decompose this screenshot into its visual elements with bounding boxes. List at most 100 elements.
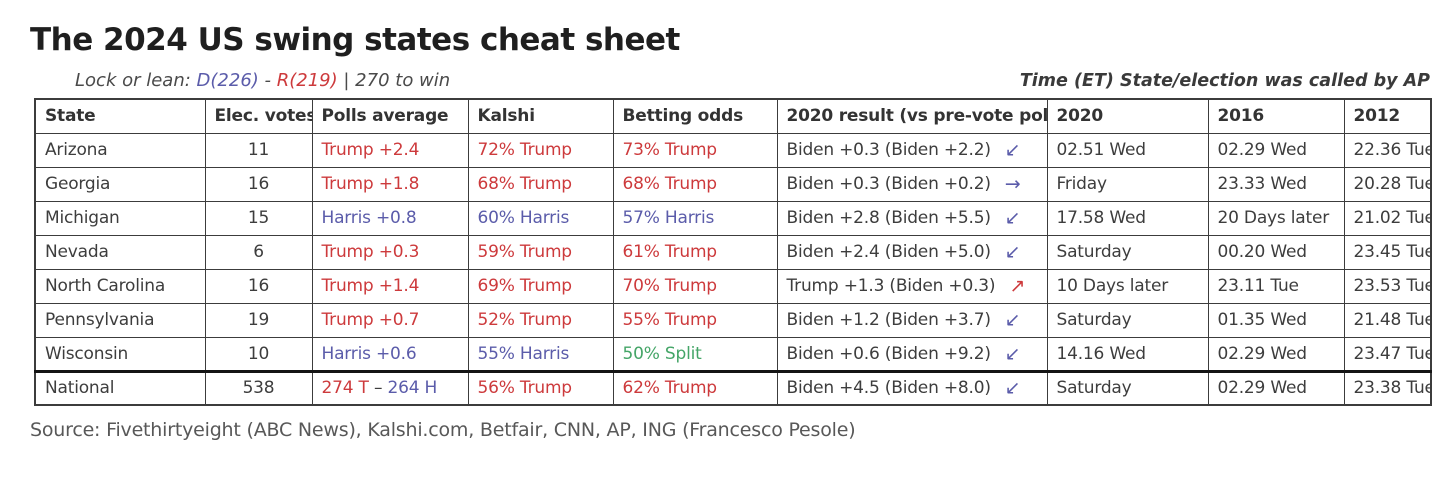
electoral-votes-cell-text: 16: [247, 174, 270, 194]
electoral-votes-cell: 6: [204, 234, 313, 270]
polls-average-cell-text: 274 T: [321, 378, 369, 399]
state-cell-text: Georgia: [45, 174, 111, 194]
table-row: Nevada 6 Trump +0.3 59% Trump 61% Trump Biden…: [34, 234, 1432, 270]
result-2020-cell: Biden +2.8 (Biden +5.5) ↙: [776, 200, 1048, 236]
time-called-note: Time (ET) State/election was called by A…: [1019, 71, 1430, 91]
betting-odds-cell-text: 70% Trump: [622, 276, 718, 296]
called-2020-cell-text: Friday: [1056, 174, 1108, 194]
betting-odds-cell-text: 55% Trump: [622, 310, 718, 330]
called-2020-cell: 17.58 Wed: [1046, 200, 1209, 236]
betting-odds-cell-text: 61% Trump: [622, 242, 718, 262]
down-left-arrow-icon: ↙: [1004, 377, 1021, 400]
lock-or-lean-line: Lock or lean: D(226) - R(219) | 270 to w…: [75, 70, 450, 91]
down-left-arrow-icon: ↙: [1004, 241, 1021, 263]
state-cell-text: National: [45, 378, 115, 399]
called-2016-cell: 00.20 Wed: [1207, 234, 1345, 270]
called-2020-cell: 14.16 Wed: [1046, 336, 1209, 372]
result-2020-cell-text: Biden +2.8 (Biden +5.5): [786, 208, 991, 228]
betting-odds-cell: 70% Trump: [612, 268, 778, 304]
called-2020-cell-text: Saturday: [1056, 310, 1132, 330]
result-2020-cell: Trump +1.3 (Biden +0.3) ↗: [776, 268, 1048, 304]
polls-average-cell: Trump +1.8: [311, 166, 469, 202]
kalshi-cell: 69% Trump: [467, 268, 614, 304]
betting-odds-cell-text: 57% Harris: [622, 208, 715, 228]
called-2012-cell-text: 23.38 Tue: [1353, 378, 1431, 399]
called-2016-cell-text: 02.29 Wed: [1217, 343, 1308, 364]
betting-odds-cell: 62% Trump: [612, 369, 778, 406]
called-2020-cell: 02.51 Wed: [1046, 132, 1209, 168]
betting-odds-cell-text: 50% Split: [622, 343, 702, 364]
result-2020-cell-text: Biden +1.2 (Biden +3.7): [786, 310, 991, 330]
polls-average-cell: Trump +1.4: [311, 268, 469, 304]
polls-average-cell: Trump +2.4: [311, 132, 469, 168]
polls-average-cell-text: Trump +1.8: [321, 174, 420, 194]
polls-average-cell: 274 T – 264 H: [311, 369, 469, 406]
polls-average-cell: Harris +0.6: [311, 336, 469, 372]
called-2020-cell: Saturday: [1046, 369, 1209, 406]
called-2012-cell: 23.45 Tue: [1343, 234, 1432, 270]
polls-average-cell-text: Harris +0.8: [321, 208, 417, 228]
column-header: 2020 result (vs pre-vote polls): [776, 98, 1048, 134]
state-cell: Michigan: [34, 200, 206, 236]
called-2012-cell-text: 23.47 Tue: [1353, 343, 1431, 364]
polls-average-cell: Harris +0.8: [311, 200, 469, 236]
betting-odds-cell: 61% Trump: [612, 234, 778, 270]
kalshi-cell-text: 69% Trump: [477, 276, 573, 296]
electoral-votes-cell: 19: [204, 302, 313, 338]
table-row: Pennsylvania 19 Trump +0.7 52% Trump 55% Tru…: [34, 302, 1432, 338]
electoral-votes-cell: 16: [204, 166, 313, 202]
called-2012-cell: 21.48 Tue: [1343, 302, 1432, 338]
called-2020-cell-text: Saturday: [1056, 242, 1132, 262]
down-left-arrow-icon: ↙: [1004, 342, 1021, 365]
kalshi-cell: 60% Harris: [467, 200, 614, 236]
electoral-votes-cell-text: 15: [247, 208, 270, 228]
kalshi-cell-text: 59% Trump: [477, 242, 573, 262]
state-cell: Nevada: [34, 234, 206, 270]
page-title: The 2024 US swing states cheat sheet: [30, 22, 680, 58]
state-cell-text: Nevada: [45, 242, 109, 262]
polls-average-cell-text: Trump +0.7: [321, 310, 420, 330]
electoral-votes-cell-text: 538: [242, 378, 275, 399]
table-row: Wisconsin 10 Harris +0.6 55% Harris 50% Spli…: [34, 336, 1432, 372]
betting-odds-cell: 50% Split: [612, 336, 778, 372]
state-cell-text: Wisconsin: [45, 343, 129, 364]
result-2020-cell: Biden +0.3 (Biden +2.2) ↙: [776, 132, 1048, 168]
lock-or-lean-label: Lock or lean:: [75, 70, 197, 91]
betting-odds-cell: 57% Harris: [612, 200, 778, 236]
called-2012-cell-text: 20.28 Tue: [1353, 174, 1431, 194]
called-2012-cell: 23.47 Tue: [1343, 336, 1432, 372]
state-cell-text: Arizona: [45, 140, 108, 160]
state-cell: Arizona: [34, 132, 206, 168]
called-2012-cell: 22.36 Tue: [1343, 132, 1432, 168]
up-right-arrow-icon: ↗: [1009, 275, 1026, 297]
called-2016-cell: 01.35 Wed: [1207, 302, 1345, 338]
electoral-votes-cell-text: 10: [247, 343, 270, 364]
result-2020-cell: Biden +1.2 (Biden +3.7) ↙: [776, 302, 1048, 338]
betting-odds-cell: 55% Trump: [612, 302, 778, 338]
called-2020-cell: Friday: [1046, 166, 1209, 202]
page: The 2024 US swing states cheat sheet Loc…: [30, 22, 1432, 441]
column-header: Elec. votes: [204, 98, 313, 134]
state-cell-text: North Carolina: [45, 276, 166, 296]
to-win-label: | 270 to win: [337, 70, 451, 91]
called-2020-cell-text: 02.51 Wed: [1056, 140, 1147, 160]
kalshi-cell-text: 52% Trump: [477, 310, 573, 330]
called-2012-cell: 20.28 Tue: [1343, 166, 1432, 202]
called-2016-cell-text: 01.35 Wed: [1217, 310, 1308, 330]
kalshi-cell-text: 68% Trump: [477, 174, 573, 194]
column-header: Kalshi: [467, 98, 614, 134]
table-row: Michigan 15 Harris +0.8 60% Harris 57% Harri…: [34, 200, 1432, 236]
source-line: Source: Fivethirtyeight (ABC News), Kals…: [30, 419, 856, 441]
called-2020-cell-text: 17.58 Wed: [1056, 208, 1147, 228]
kalshi-cell: 68% Trump: [467, 166, 614, 202]
polls-average-cell: Trump +0.7: [311, 302, 469, 338]
electoral-votes-cell-text: 11: [247, 140, 270, 160]
called-2016-cell: 02.29 Wed: [1207, 369, 1345, 406]
right-arrow-icon: →: [1004, 173, 1021, 195]
called-2016-cell-text: 20 Days later: [1217, 208, 1330, 228]
kalshi-cell: 55% Harris: [467, 336, 614, 372]
result-2020-cell: Biden +4.5 (Biden +8.0) ↙: [776, 369, 1048, 406]
kalshi-cell: 59% Trump: [467, 234, 614, 270]
called-2020-cell: 10 Days later: [1046, 268, 1209, 304]
betting-odds-cell: 68% Trump: [612, 166, 778, 202]
